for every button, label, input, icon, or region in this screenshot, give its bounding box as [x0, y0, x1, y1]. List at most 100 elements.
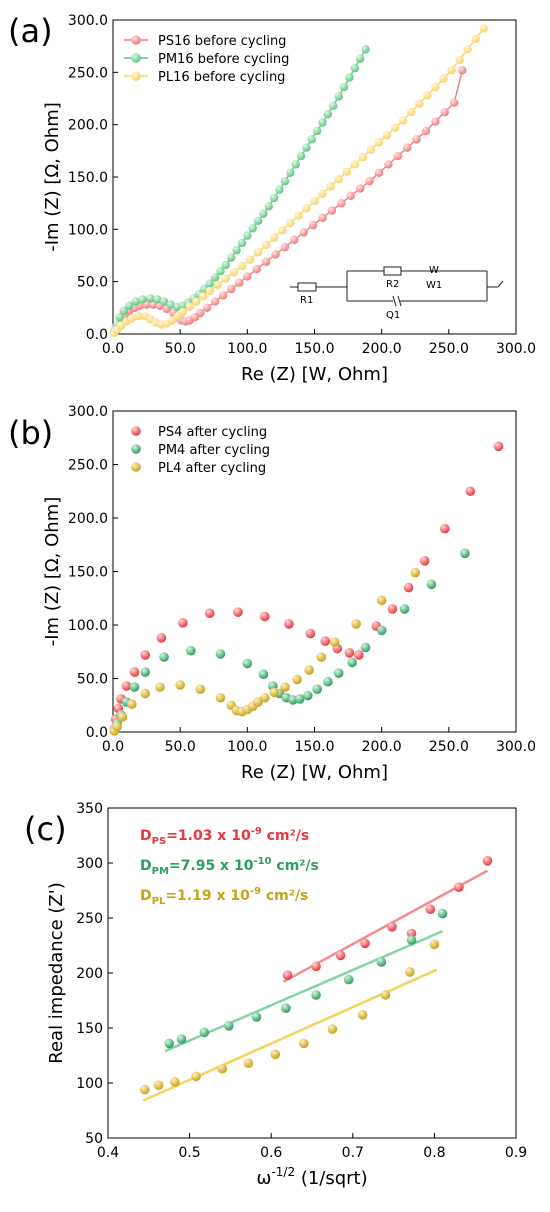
- resistor-r2: [383, 266, 402, 276]
- data-point: [460, 548, 470, 559]
- data-point: [320, 636, 331, 646]
- legend-entry: PM4 after cycling: [131, 443, 270, 458]
- x-tick-label: 0.7: [342, 1145, 364, 1161]
- data-point: [294, 694, 305, 704]
- series-line: [113, 48, 367, 332]
- data-point: [202, 303, 212, 313]
- resistor-r1: [297, 282, 317, 292]
- data-point: [376, 625, 387, 636]
- label-q1: Q1: [386, 310, 400, 321]
- data-point: [124, 301, 134, 310]
- data-point: [384, 160, 393, 169]
- data-point: [155, 682, 165, 692]
- x-tick-label: 150.0: [294, 739, 334, 755]
- data-point: [323, 676, 333, 687]
- data-point: [318, 213, 327, 223]
- data-point: [316, 652, 327, 662]
- data-point: [176, 1034, 187, 1044]
- data-point: [275, 185, 284, 194]
- y-tick-label: 100.0: [68, 222, 108, 238]
- legend-marker: [131, 426, 141, 436]
- data-point: [311, 990, 321, 1000]
- data-point: [337, 198, 346, 208]
- y-tick-label: 50.0: [77, 672, 108, 688]
- data-point: [471, 34, 480, 44]
- y-axis-title: -Im (Z) [Ω, Ohm]: [42, 102, 63, 252]
- data-point: [233, 607, 243, 617]
- data-point: [334, 174, 343, 184]
- label-r1: R1: [300, 295, 313, 306]
- data-point: [355, 54, 365, 63]
- data-point: [139, 1084, 150, 1095]
- data-point: [302, 143, 311, 152]
- data-point: [164, 1038, 174, 1049]
- label-w: W: [429, 265, 439, 276]
- data-point: [458, 66, 467, 75]
- data-point: [217, 1063, 228, 1074]
- data-point: [374, 138, 384, 147]
- data-point: [310, 196, 319, 206]
- legend-entry: PS16 before cycling: [124, 34, 286, 49]
- legend-label: PS16 before cycling: [158, 34, 286, 49]
- data-point: [235, 278, 244, 287]
- y-axis-title: -Im (Z) [Ω, Ohm]: [42, 497, 63, 647]
- y-tick-label: 200.0: [68, 118, 108, 134]
- data-point: [227, 253, 236, 262]
- data-point: [138, 295, 147, 304]
- data-point: [291, 160, 300, 169]
- data-point: [245, 255, 255, 264]
- data-point: [229, 268, 239, 277]
- y-axis-title: Real impedance (Z'): [46, 882, 67, 1063]
- data-point: [358, 152, 368, 162]
- series-pm: [164, 908, 448, 1053]
- data-point: [261, 240, 271, 250]
- data-point: [366, 145, 376, 154]
- legend-label: PS4 after cycling: [158, 425, 267, 440]
- data-point: [350, 160, 359, 169]
- y-tick-label: 250.0: [68, 458, 108, 474]
- data-point: [307, 135, 317, 144]
- x-tick-label: 0.0: [102, 739, 124, 755]
- y-tick-label: 150: [76, 1021, 103, 1037]
- x-tick-label: 300.0: [496, 341, 536, 357]
- x-tick-label: 0.5: [178, 1145, 200, 1161]
- data-point: [327, 1024, 338, 1034]
- data-point: [454, 882, 464, 892]
- data-point: [361, 45, 370, 54]
- data-point: [280, 176, 290, 186]
- data-point: [406, 928, 417, 939]
- data-point: [357, 1010, 368, 1020]
- data-point: [271, 250, 280, 259]
- data-point: [318, 189, 327, 198]
- data-point: [440, 107, 450, 117]
- y-tick-label: 300.0: [68, 13, 108, 29]
- legend-marker: [131, 35, 141, 45]
- data-point: [465, 486, 476, 497]
- series-pl4: [109, 567, 421, 736]
- data-point: [153, 1080, 164, 1090]
- data-point: [292, 674, 302, 685]
- data-point: [248, 224, 257, 233]
- data-point: [192, 297, 201, 306]
- data-point: [382, 130, 392, 140]
- data-point: [112, 721, 122, 732]
- data-point: [406, 935, 417, 945]
- data-point: [170, 1077, 180, 1087]
- data-point: [419, 556, 430, 566]
- data-point: [387, 604, 398, 614]
- data-point: [365, 176, 374, 186]
- data-point: [221, 274, 231, 283]
- data-point: [269, 687, 280, 698]
- data-point: [129, 667, 140, 677]
- fit-line: [142, 968, 438, 1102]
- y-tick-label: 200: [76, 966, 103, 982]
- data-point: [311, 961, 321, 972]
- plot-frame: [112, 19, 517, 335]
- y-tick-label: 0.0: [86, 327, 108, 343]
- data-point: [213, 280, 222, 290]
- data-point: [251, 1012, 262, 1022]
- x-axis-title: ω-1/2 (1/sqrt): [256, 1165, 367, 1189]
- data-point: [327, 206, 337, 215]
- data-point: [398, 116, 408, 125]
